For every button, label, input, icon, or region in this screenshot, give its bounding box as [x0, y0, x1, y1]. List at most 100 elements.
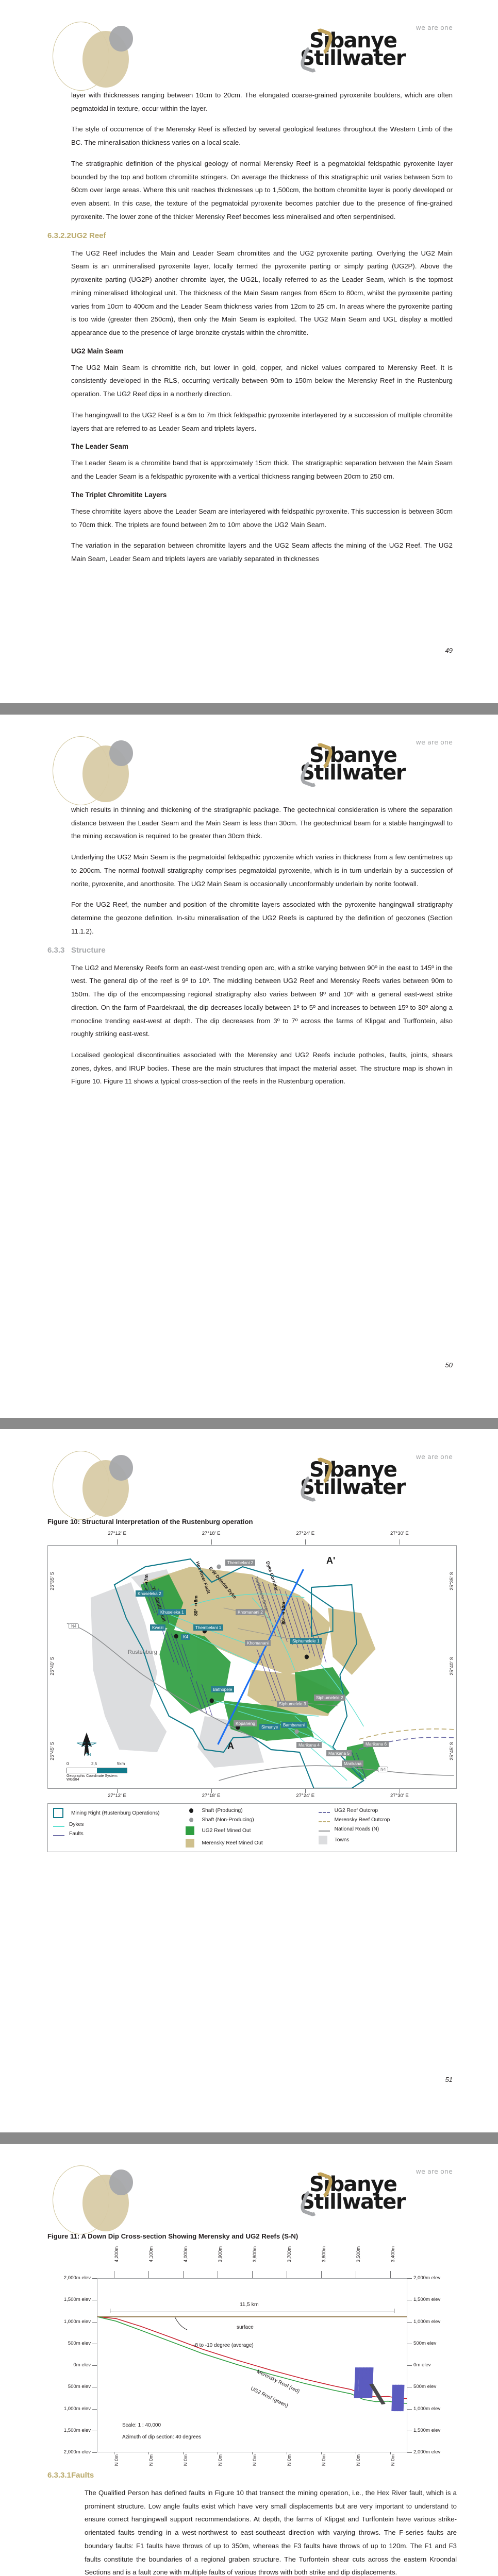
logo-tagline: we are one: [416, 2167, 453, 2175]
x-tick-top: 4,100m: [148, 2246, 154, 2263]
x-tick-mark: [321, 2271, 322, 2278]
section-number: 6.3.2.2: [47, 231, 71, 240]
shaft-label[interactable]: Bambanani: [281, 1722, 307, 1728]
x-tick-top: 3,600m: [321, 2246, 326, 2263]
lon-tick: 27°18' E: [202, 1793, 221, 1799]
shaft-label[interactable]: Bathopele: [211, 1686, 235, 1692]
page-2-body: which results in thinning and thickening…: [47, 803, 453, 1096]
gray-circle-icon: [109, 1455, 133, 1481]
map-canvas[interactable]: 25°35' S 25°40' S 25°45' S 25°35' S 25°4…: [47, 1546, 457, 1789]
section-title: UG2 Reef: [71, 231, 106, 240]
y-tick-left: 1,500m elev: [63, 2427, 91, 2433]
y-tick-left: 1,000m elev: [63, 2318, 91, 2325]
y-tick-mark: [407, 2409, 412, 2410]
subheading-the-leader-seam: The Leader Seam: [71, 443, 128, 451]
legend-label: National Roads (N): [334, 1826, 379, 1832]
y-tick-left: 1,000m elev: [63, 2405, 91, 2412]
paragraph: The stratigraphic definition of the phys…: [71, 159, 453, 221]
paragraph: The hangingwall to the UG2 Reef is a 6m …: [71, 411, 453, 432]
legend-label: Towns: [334, 1837, 350, 1843]
shaft-label[interactable]: Simunye: [259, 1724, 280, 1730]
lon-tick: 27°30' E: [390, 1531, 409, 1536]
legend-item: National Roads (N): [318, 1826, 451, 1832]
section-title: Faults: [71, 2471, 94, 2480]
y-tick-mark: [92, 2365, 97, 2366]
shaft-label[interactable]: Khuseleka 1: [158, 1609, 186, 1615]
section-line-a-aprime: [217, 1569, 304, 1745]
legend-label: Merensky Reef Outcrop: [334, 1817, 390, 1823]
shaft-label[interactable]: Khomanani 2: [236, 1609, 265, 1615]
page-number: 49: [445, 647, 453, 654]
y-tick-mark: [407, 2278, 412, 2279]
y-tick-right: 1,000m elev: [413, 2318, 441, 2325]
x-tick-mark: [183, 2271, 184, 2278]
shaft-label[interactable]: Marikana 5: [326, 1750, 352, 1756]
shaft-label[interactable]: Khomanani: [245, 1640, 271, 1646]
x-tick-top: 3,800m: [252, 2246, 257, 2263]
shaft-label[interactable]: K4: [181, 1634, 191, 1640]
shaft-label[interactable]: Thembelani 2: [225, 1560, 256, 1566]
north-arrow-icon: TN: [75, 1732, 98, 1760]
lon-tick: 27°12' E: [108, 1531, 126, 1536]
legend-item: UG2 Reef Outcrop: [318, 1808, 451, 1814]
x-tick-bottom: N 0m: [390, 2454, 395, 2466]
road-shield-n4: N4: [69, 1623, 79, 1629]
x-tick-top: 3,400m: [390, 2246, 395, 2263]
legend-column-2: Shaft (Producing) Shaft (Non-Producing) …: [186, 1808, 318, 1848]
paragraph: These chromitite layers above the Leader…: [71, 507, 453, 529]
page-4-text: 6.3.3.1Faults The Qualified Person has d…: [47, 2471, 457, 2576]
shaft-label[interactable]: Khuseleka 2: [136, 1590, 163, 1597]
section-heading-ug2-reef: 6.3.2.2UG2 Reef: [47, 231, 453, 240]
x-tick-bottom: N 0m: [218, 2454, 223, 2466]
y-tick-left: 0m elev: [73, 2362, 91, 2368]
paragraph: Localised geological discontinuities ass…: [71, 1051, 453, 1086]
page-3: we are one Sibanye Stillwater Figure 10:…: [0, 1429, 498, 2132]
shaft-producing-swatch-icon: [189, 1808, 194, 1813]
logo-tagline: we are one: [416, 1453, 453, 1461]
page-1-body: layer with thicknesses ranging between 1…: [47, 89, 453, 573]
y-tick-mark: [407, 2321, 412, 2323]
shaft-label[interactable]: Siphumelele 3: [277, 1701, 308, 1707]
dip-annotation: 80° ±8m: [193, 1596, 198, 1616]
paragraph: For the UG2 Reef, the number and positio…: [71, 901, 453, 935]
y-tick-right: 1,500m elev: [413, 2297, 441, 2303]
legend-item: Towns: [318, 1836, 451, 1844]
national-roads-swatch-icon: [318, 1830, 330, 1832]
legend-item: Shaft (Producing): [186, 1808, 318, 1814]
shaft-label[interactable]: Marikana: [342, 1760, 364, 1767]
map-bottom-axis: 27°12' E 27°18' E 27°24' E 27°30' E: [47, 1789, 457, 1799]
shaft-label[interactable]: Siphumelele 2: [314, 1694, 345, 1701]
dip-angle-label: -8 to -10 degree (average): [193, 2343, 254, 2349]
sibanye-stillwater-logo: we are one Sibanye Stillwater: [298, 1450, 455, 1506]
legend-item: Mining Right (Rustenburg Operations): [53, 1808, 186, 1818]
cross-section-chart: 4,200m 4,100m 4,000m 3,900m 3,800m 3,700m 3,60…: [47, 2244, 457, 2466]
paragraph: layer with thicknesses ranging between 1…: [71, 91, 453, 112]
shaft-label[interactable]: Marikana 6: [363, 1741, 389, 1747]
x-tick-bottom: N 0m: [286, 2454, 292, 2466]
shaft-label[interactable]: Kwezi: [150, 1624, 166, 1631]
dimension-label: 11,5 km: [240, 2301, 259, 2308]
shaft-label[interactable]: Kopaneng: [234, 1720, 257, 1726]
decorative-circles: [53, 736, 140, 805]
scale-tick: 0: [67, 1761, 69, 1766]
town-label-rustenburg: Rustenburg: [128, 1649, 157, 1655]
legend-label: Shaft (Producing): [202, 1808, 243, 1814]
section-label-a-prime: A': [326, 1555, 336, 1566]
legend-label: Mining Right (Rustenburg Operations): [71, 1810, 160, 1816]
paragraph: The style of occurrence of the Merensky …: [71, 125, 453, 147]
chart-lines: [97, 2279, 407, 2412]
shaft-label[interactable]: Siphumelele 1: [290, 1638, 322, 1644]
logo-line-1: Sibanye: [309, 2173, 397, 2196]
x-tick-top: 4,000m: [183, 2246, 189, 2263]
axis-tick: [305, 1789, 306, 1793]
section-heading-faults: 6.3.3.1Faults: [47, 2471, 457, 2480]
y-tick-right: 0m elev: [413, 2362, 431, 2368]
y-tick-mark: [92, 2321, 97, 2323]
shaft-label[interactable]: Marikana 4: [296, 1742, 322, 1748]
y-tick-right: 2,000m elev: [413, 2275, 441, 2281]
north-arrow-label: TN: [86, 1753, 91, 1757]
shaft-label[interactable]: Thembelani 1: [193, 1624, 224, 1631]
legend-column-1: Mining Right (Rustenburg Operations) Dyk…: [53, 1808, 186, 1848]
section-number: 6.3.3: [47, 945, 65, 955]
y-tick-mark: [92, 2278, 97, 2279]
